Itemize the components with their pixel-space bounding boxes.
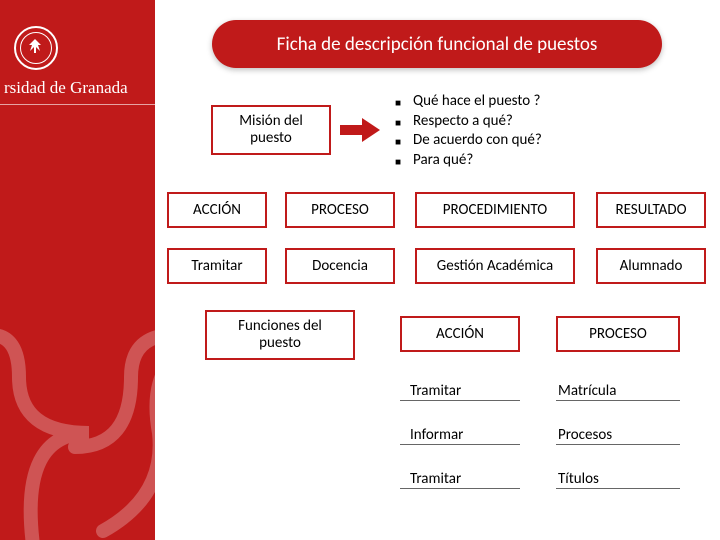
eagle-icon bbox=[23, 36, 47, 60]
q1: Qué hace el puesto ? bbox=[413, 92, 540, 112]
funciones-row-accion: Informar bbox=[410, 414, 463, 456]
bullet-icon: ■ bbox=[395, 135, 401, 155]
bullet-icon: ■ bbox=[395, 155, 401, 175]
mision-box: Misión del puesto bbox=[211, 105, 331, 155]
rule bbox=[556, 444, 680, 445]
funciones-box: Funciones del puesto bbox=[205, 310, 355, 360]
funciones-row-proceso: Procesos bbox=[558, 414, 612, 456]
rule bbox=[556, 488, 680, 489]
funciones-header-accion: ACCIÓN bbox=[400, 316, 520, 352]
value-proceso: Docencia bbox=[285, 248, 395, 284]
page-title: Ficha de descripción funcional de puesto… bbox=[212, 20, 662, 68]
value-accion: Tramitar bbox=[167, 248, 267, 284]
q2: Respecto a qué? bbox=[413, 112, 513, 132]
funciones-header-proceso: PROCESO bbox=[556, 316, 680, 352]
funciones-row-accion: Tramitar bbox=[410, 458, 461, 500]
value-resultado: Alumnado bbox=[596, 248, 706, 284]
funciones-label: Funciones del puesto bbox=[238, 318, 322, 353]
bullet-icon: ■ bbox=[395, 116, 401, 136]
arrow-icon bbox=[340, 118, 380, 142]
header-accion: ACCIÓN bbox=[167, 192, 267, 228]
bullet-icon: ■ bbox=[395, 96, 401, 116]
crest-logo bbox=[14, 26, 58, 70]
brand-sidebar: rsidad de Granada bbox=[0, 0, 155, 540]
header-resultado: RESULTADO bbox=[596, 192, 706, 228]
rule bbox=[556, 400, 680, 401]
funciones-row-proceso: Matrícula bbox=[558, 370, 616, 412]
rule bbox=[400, 444, 520, 445]
funciones-row-proceso: Títulos bbox=[558, 458, 599, 500]
header-proceso: PROCESO bbox=[285, 192, 395, 228]
question-list: ■ Qué hace el puesto ? ■ Respecto a qué? ■… bbox=[395, 92, 542, 170]
brand-name: rsidad de Granada bbox=[0, 78, 155, 98]
mision-label: Misión del puesto bbox=[239, 113, 303, 148]
rule bbox=[400, 488, 520, 489]
q3: De acuerdo con qué? bbox=[413, 131, 542, 151]
watermark-icon bbox=[0, 300, 155, 540]
header-procedimiento: PROCEDIMIENTO bbox=[415, 192, 575, 228]
funciones-row-accion: Tramitar bbox=[410, 370, 461, 412]
brand-underline bbox=[0, 104, 155, 105]
value-procedimiento: Gestión Académica bbox=[415, 248, 575, 284]
q4: Para qué? bbox=[413, 151, 473, 171]
rule bbox=[400, 400, 520, 401]
